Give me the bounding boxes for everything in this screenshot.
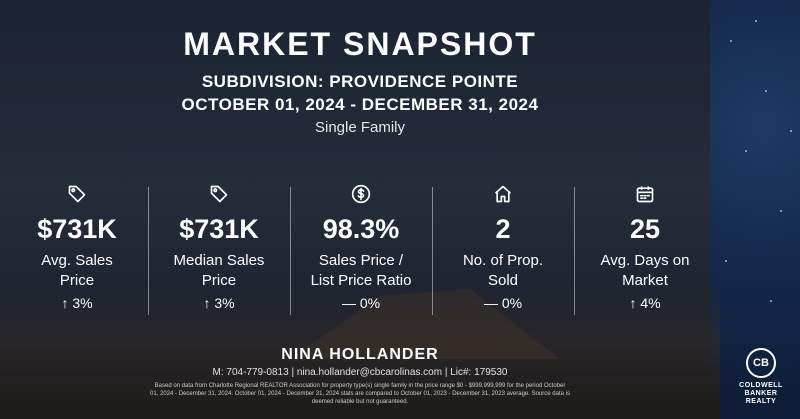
subdivision-label: SUBDIVISION: PROVIDENCE POINTE bbox=[201, 72, 519, 91]
stat-label: Market bbox=[622, 272, 668, 289]
stat-label: Avg. Sales bbox=[41, 252, 113, 269]
stat-label: Price bbox=[59, 272, 95, 289]
data-disclaimer: Based on data from Charlotte Regional RE… bbox=[150, 383, 570, 405]
stat-avg-days-on-market: 25 Avg. Days on Market ↑ 4% bbox=[574, 183, 716, 315]
stat-change: ↑ 3% bbox=[61, 295, 93, 311]
stat-label: List Price Ratio bbox=[310, 272, 412, 289]
stat-value: 25 bbox=[629, 214, 661, 244]
stat-label: Avg. Days on bbox=[600, 252, 690, 269]
date-range: OCTOBER 01, 2024 - DECEMBER 31, 2024 bbox=[181, 95, 539, 114]
agent-name: NINA HOLLANDER bbox=[281, 346, 439, 363]
cb-logo-icon: CB bbox=[746, 348, 776, 378]
stat-median-sales-price: $731K Median Sales Price ↑ 3% bbox=[148, 183, 290, 315]
house-silhouette-background bbox=[0, 279, 720, 419]
logo-text-line: COLDWELL bbox=[739, 382, 783, 389]
stat-label: Median Sales bbox=[173, 252, 265, 269]
stat-change: — 0% bbox=[341, 295, 381, 311]
house-icon bbox=[432, 183, 574, 205]
stat-change: — 0% bbox=[483, 295, 523, 311]
stat-sales-to-list-ratio: 98.3% Sales Price / List Price Ratio — 0… bbox=[290, 183, 432, 315]
coldwell-banker-logo: CB COLDWELL BANKER REALTY bbox=[732, 348, 790, 406]
stats-row: $731K Avg. Sales Price ↑ 3% $731K Median… bbox=[6, 183, 720, 315]
stat-change: ↑ 4% bbox=[629, 295, 661, 311]
logo-text-line: BANKER bbox=[744, 390, 778, 397]
price-tag-icon bbox=[6, 183, 148, 205]
snapshot-panel: MARKET SNAPSHOT SUBDIVISION: PROVIDENCE … bbox=[6, 26, 720, 405]
stat-value: $731K bbox=[37, 214, 117, 244]
calendar-icon bbox=[574, 183, 716, 205]
agent-contact: M: 704-779-0813 | nina.hollander@cbcarol… bbox=[212, 367, 508, 378]
property-type: Single Family bbox=[314, 119, 406, 136]
stat-label: No. of Prop. bbox=[462, 252, 544, 269]
stat-value: 2 bbox=[495, 214, 511, 244]
price-tag-icon bbox=[148, 183, 290, 205]
stat-value: $731K bbox=[179, 214, 259, 244]
logo-text-line: REALTY bbox=[745, 398, 777, 405]
stat-label: Sales Price / bbox=[318, 252, 404, 269]
stat-avg-sales-price: $731K Avg. Sales Price ↑ 3% bbox=[6, 183, 148, 311]
page-title: MARKET SNAPSHOT bbox=[183, 26, 537, 62]
stat-change: ↑ 3% bbox=[203, 295, 235, 311]
stat-properties-sold: 2 No. of Prop. Sold — 0% bbox=[432, 183, 574, 315]
stat-label: Price bbox=[201, 272, 237, 289]
stat-value: 98.3% bbox=[322, 214, 400, 244]
stat-label: Sold bbox=[487, 272, 519, 289]
dollar-circle-icon bbox=[290, 183, 432, 205]
